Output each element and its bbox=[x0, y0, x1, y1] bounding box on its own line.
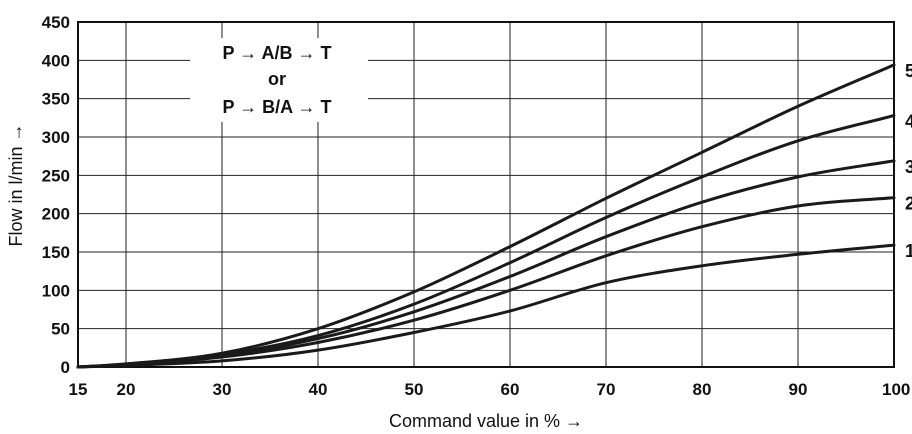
annotation-background bbox=[190, 38, 368, 122]
y-tick-label: 400 bbox=[42, 51, 70, 70]
x-tick-label: 90 bbox=[789, 380, 808, 399]
x-tick-label: 50 bbox=[405, 380, 424, 399]
plot-frame bbox=[77, 21, 895, 368]
curve-1 bbox=[76, 243, 896, 369]
curve-5 bbox=[76, 63, 896, 369]
curve-label-3: 3 bbox=[905, 157, 912, 177]
curves: 1 2 3 4 5 bbox=[76, 61, 912, 369]
y-tick-label: 0 bbox=[61, 358, 70, 377]
x-tick-label: 40 bbox=[309, 380, 328, 399]
x-tick-label: 60 bbox=[501, 380, 520, 399]
curve-3 bbox=[76, 159, 896, 369]
y-tick-label: 300 bbox=[42, 128, 70, 147]
annotation-line-1: P → A/B → T bbox=[222, 43, 331, 63]
y-tick-labels: 0 50 100 150 200 250 300 350 400 450 bbox=[42, 13, 70, 377]
annotation-line-2: or bbox=[268, 69, 286, 89]
x-tick-label: 100 bbox=[882, 380, 910, 399]
y-tick-label: 50 bbox=[51, 320, 70, 339]
x-tick-label: 15 bbox=[69, 380, 88, 399]
y-tick-label: 200 bbox=[42, 205, 70, 224]
x-tick-label: 70 bbox=[597, 380, 616, 399]
x-axis-label: Command value in % → bbox=[389, 411, 583, 431]
x-tick-labels: 15 20 30 40 50 60 70 80 90 100 bbox=[69, 380, 911, 399]
curve-4 bbox=[76, 114, 896, 369]
curve-label-4: 4 bbox=[905, 112, 912, 132]
curve-label-1: 1 bbox=[905, 241, 912, 261]
curve-label-5: 5 bbox=[905, 61, 912, 81]
annotation-line-3: P → B/A → T bbox=[222, 97, 331, 117]
y-axis-label: Flow in l/min → bbox=[6, 123, 26, 246]
grid-lines bbox=[78, 22, 894, 367]
x-tick-label: 20 bbox=[117, 380, 136, 399]
curve-label-2: 2 bbox=[905, 194, 912, 214]
y-tick-label: 250 bbox=[42, 166, 70, 185]
y-tick-label: 350 bbox=[42, 90, 70, 109]
y-tick-label: 450 bbox=[42, 13, 70, 32]
y-tick-label: 150 bbox=[42, 243, 70, 262]
annotation-box: P → A/B → T or P → B/A → T bbox=[190, 38, 368, 122]
x-tick-label: 30 bbox=[213, 380, 232, 399]
curve-2 bbox=[76, 196, 896, 369]
y-tick-label: 100 bbox=[42, 281, 70, 300]
x-tick-label: 80 bbox=[693, 380, 712, 399]
